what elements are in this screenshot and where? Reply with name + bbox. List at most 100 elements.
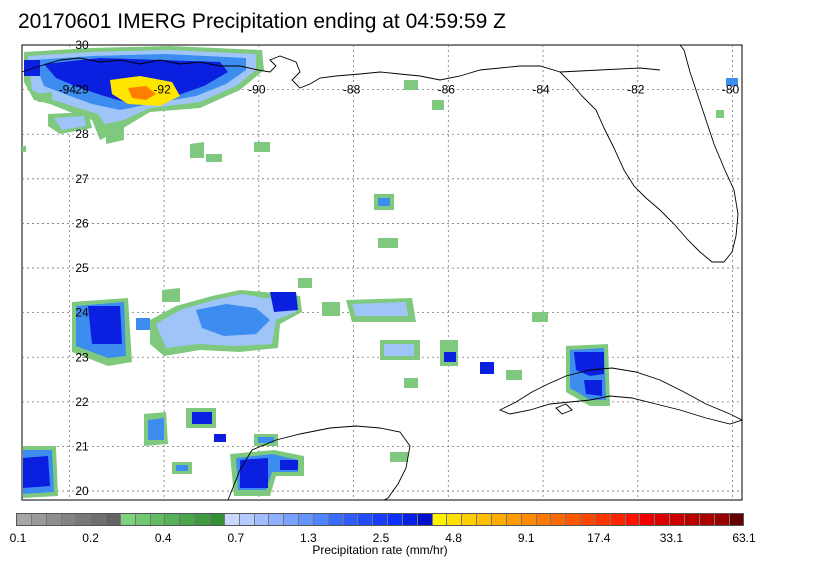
precipitation-layer — [22, 46, 738, 498]
precip-area — [24, 60, 40, 76]
colorbar-swatch — [729, 514, 744, 525]
precip-area — [258, 437, 274, 443]
colorbar-swatch — [640, 514, 656, 525]
precip-area — [254, 142, 270, 152]
lon-tick-label: -86 — [438, 83, 456, 97]
precip-area — [532, 312, 548, 322]
colorbar-tick-label: 0.2 — [82, 531, 99, 545]
state-boundary — [559, 67, 661, 73]
colorbar-swatch — [91, 514, 107, 525]
colorbar-tick-label: 0.4 — [154, 531, 172, 545]
precip-area — [196, 304, 270, 336]
longitude-labels: -94 -92 -90 -88 -86 -84 -82 -80 — [59, 83, 740, 97]
coastline-cuba — [498, 367, 744, 425]
colorbar-swatch — [76, 514, 92, 525]
colorbar-tick-label: 2.5 — [372, 531, 390, 545]
latitude-labels: 30 29 28 27 26 25 24 23 22 21 20 — [75, 38, 89, 498]
precip-area — [506, 370, 522, 380]
precip-area — [192, 412, 212, 424]
colorbar-tick-label: 0.1 — [9, 531, 27, 545]
precip-area — [136, 318, 150, 330]
precip-area — [106, 120, 124, 144]
precip-area — [128, 86, 156, 100]
colorbar-swatch — [625, 514, 641, 525]
colorbar-swatch — [581, 514, 596, 525]
colorbar-swatch — [566, 514, 582, 525]
colorbar-swatch — [521, 514, 537, 525]
precip-area — [88, 306, 122, 344]
colorbar-swatch — [328, 514, 344, 525]
colorbar-swatch — [269, 514, 285, 525]
colorbar-swatch — [17, 514, 32, 525]
lon-tick-label: -80 — [722, 83, 740, 97]
colorbar-tick-label: 0.7 — [227, 531, 245, 545]
colorbar-tick-label: 63.1 — [732, 531, 756, 545]
colorbar-swatch — [343, 514, 359, 525]
lat-tick-label: 26 — [75, 216, 89, 230]
precip-area — [726, 78, 738, 86]
colorbar-swatch — [195, 514, 210, 525]
precip-area — [22, 146, 26, 152]
colorbar-swatch — [714, 514, 730, 525]
colorbar-swatch — [536, 514, 552, 525]
lon-tick-label: -88 — [343, 83, 361, 97]
colorbar-swatch — [432, 514, 448, 525]
precip-area — [574, 352, 604, 376]
colorbar-swatch — [595, 514, 611, 525]
coastline-isle-of-youth — [555, 403, 573, 415]
precipitation-map: 30 29 28 27 26 25 24 23 22 21 20 -94 -92 -90 -88 -86 -8… — [21, 38, 744, 501]
lat-tick-label: 28 — [75, 127, 89, 141]
colorbar-swatch — [655, 514, 671, 525]
colorbar-tick-label: 33.1 — [659, 531, 684, 545]
colorbar-swatch — [46, 514, 62, 525]
colorbar-swatch — [254, 514, 270, 525]
lat-tick-label: 27 — [75, 172, 89, 186]
lat-tick-label: 20 — [75, 484, 89, 498]
precip-area — [432, 100, 444, 110]
colorbar-swatch — [388, 514, 403, 525]
colorbar-swatch — [106, 514, 121, 525]
colorbar-swatch — [506, 514, 522, 525]
precip-area — [23, 456, 50, 488]
colorbar-swatch — [150, 514, 166, 525]
precipitation-colorbar — [16, 513, 744, 526]
colorbar-label: Precipitation rate (mm/hr) — [312, 543, 448, 557]
precip-area — [190, 142, 204, 158]
precip-area — [378, 198, 390, 206]
precip-area — [270, 292, 298, 312]
precip-area — [54, 116, 86, 130]
precip-area — [206, 154, 222, 162]
colorbar-swatch — [670, 514, 685, 525]
colorbar-tick-label: 9.1 — [517, 531, 535, 545]
colorbar-swatch — [358, 514, 374, 525]
precip-area — [404, 378, 418, 388]
lat-tick-label: 25 — [75, 261, 89, 275]
lon-tick-label: -82 — [627, 83, 645, 97]
colorbar-swatch — [462, 514, 478, 525]
precip-area — [480, 362, 494, 374]
precip-area — [214, 434, 226, 442]
colorbar-swatch — [239, 514, 255, 525]
colorbar-swatch — [120, 514, 136, 525]
coastline-layer — [21, 44, 744, 501]
colorbar-swatch — [31, 514, 47, 525]
lon-tick-label: -94 — [59, 83, 77, 97]
colorbar-swatch — [402, 514, 418, 525]
precip-area — [390, 452, 408, 462]
colorbar-tick-label: 4.8 — [445, 531, 462, 545]
lon-tick-label: -90 — [248, 83, 266, 97]
coastline-yucatan — [227, 425, 411, 501]
precip-area — [280, 460, 298, 470]
colorbar-swatch — [373, 514, 389, 525]
colorbar-swatch — [224, 514, 240, 525]
colorbar-swatch — [551, 514, 567, 525]
precip-area — [378, 238, 398, 248]
colorbar-swatch — [492, 514, 507, 525]
map-frame — [21, 44, 743, 501]
lon-tick-label: -84 — [532, 83, 550, 97]
colorbar-swatch — [610, 514, 626, 525]
lat-tick-label: 30 — [75, 38, 89, 52]
precip-area — [404, 80, 418, 90]
precip-area — [298, 278, 312, 288]
colorbar-swatch — [135, 514, 151, 525]
